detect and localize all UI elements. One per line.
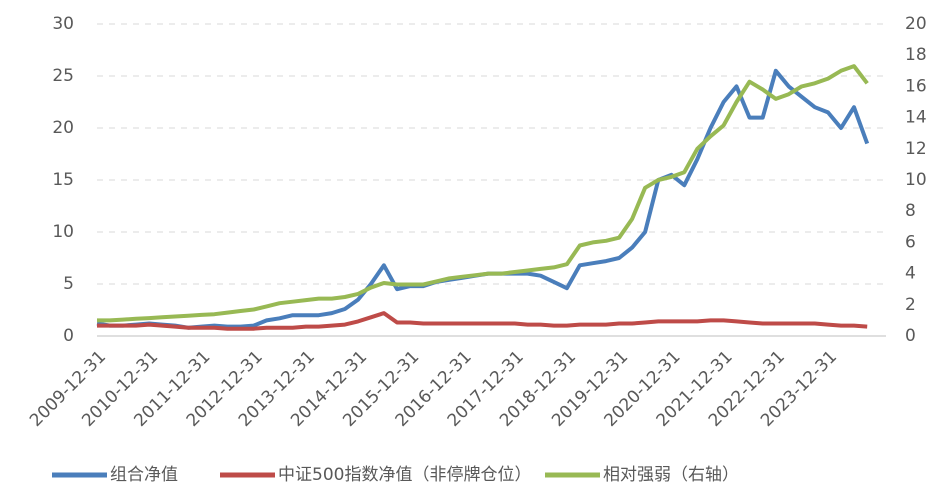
y-tick-label: 5 [63,274,74,294]
legend-label: 中证500指数净值（非停牌仓位） [278,465,531,485]
y2-tick-label: 16 [905,76,927,96]
legend-label: 组合净值 [110,465,178,485]
y2-tick-label: 8 [905,201,916,221]
y-tick-label: 20 [52,118,74,138]
y-tick-label: 0 [63,326,74,346]
y-tick-label: 30 [52,14,74,34]
y2-tick-label: 12 [905,139,927,159]
y2-tick-label: 20 [905,14,927,34]
y2-tick-label: 18 [905,45,927,65]
y2-tick-label: 14 [905,108,927,128]
y-tick-label: 15 [52,170,74,190]
y2-tick-label: 4 [905,264,916,284]
y2-tick-label: 6 [905,232,916,252]
series-line [96,68,870,330]
y2-tick-label: 10 [905,170,927,190]
y-tick-label: 10 [52,222,74,242]
y2-tick-label: 0 [905,326,916,346]
y-tick-label: 25 [52,66,74,86]
legend-label: 相对强弱（右轴） [603,465,739,485]
y2-tick-label: 2 [905,295,916,315]
series-line [97,64,869,323]
series-line [97,311,868,331]
